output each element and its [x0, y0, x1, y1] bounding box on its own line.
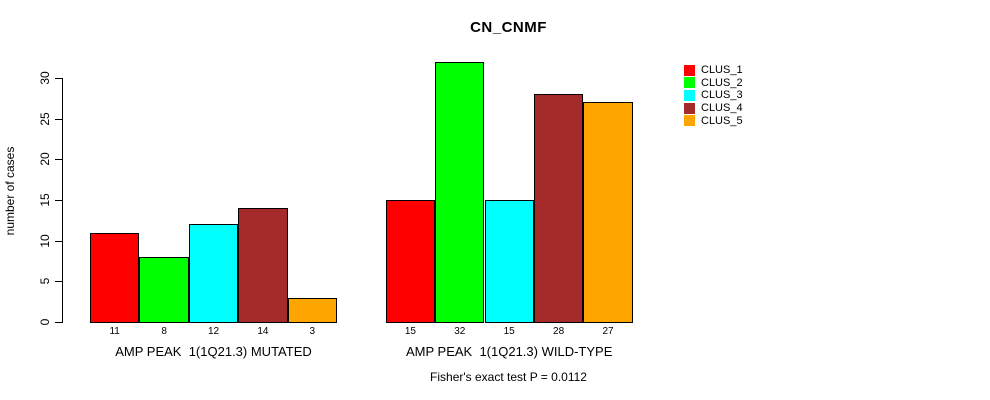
- legend-color-swatch: [684, 64, 695, 76]
- legend-item-label: CLUS_4: [701, 102, 743, 115]
- legend-item-label: CLUS_5: [701, 114, 743, 127]
- bar-clus_4: [238, 208, 288, 323]
- y-axis-tick: [55, 159, 62, 161]
- y-axis-tick-label: 5: [38, 277, 52, 285]
- bar-clus_1: [385, 200, 436, 323]
- x-axis-group-label: AMP PEAK 1(1Q21.3) WILD-TYPE: [405, 344, 613, 359]
- bar-clus_1: [90, 232, 140, 323]
- y-axis-label: number of cases: [3, 146, 17, 236]
- bar-value-label: 8: [161, 326, 167, 337]
- bar-value-label: 11: [109, 326, 120, 337]
- y-axis-tick: [55, 281, 62, 283]
- y-axis-tick: [55, 322, 62, 323]
- bar-value-label: 12: [207, 326, 220, 337]
- bar-value-label: 27: [602, 326, 614, 337]
- x-axis-group-label: AMP PEAK 1(1Q21.3) MUTATED: [115, 344, 312, 359]
- legend-item: CLUS_3: [684, 89, 743, 102]
- legend-color-swatch: [684, 77, 695, 89]
- chart-title: CN_CNMF: [470, 19, 547, 36]
- bar-value-label: 3: [309, 326, 316, 337]
- fisher-test-annotation: Fisher's exact test P = 0.0112: [430, 370, 587, 384]
- bar-value-label: 14: [257, 326, 269, 337]
- y-axis-line: [62, 78, 63, 323]
- bar-clus_5: [583, 102, 633, 323]
- bar-value-label: 28: [553, 326, 565, 337]
- y-axis-tick: [55, 200, 62, 201]
- legend-item: CLUS_2: [684, 77, 743, 90]
- y-axis-tick: [55, 78, 62, 79]
- bar-clus_2: [139, 256, 189, 323]
- legend-item-label: CLUS_3: [701, 89, 743, 102]
- legend-item: CLUS_5: [684, 114, 743, 127]
- bar-clus_2: [435, 61, 485, 323]
- bar-clus_4: [533, 94, 584, 323]
- y-axis-tick-label: 25: [38, 111, 52, 126]
- y-axis-tick: [55, 240, 62, 242]
- legend-item: CLUS_1: [684, 64, 743, 77]
- legend-item-label: CLUS_1: [701, 64, 743, 77]
- bar-value-label: 32: [454, 326, 466, 337]
- y-axis-tick-label: 30: [38, 71, 52, 85]
- bar-value-label: 15: [404, 326, 416, 337]
- legend-item: CLUS_4: [684, 102, 743, 115]
- legend-color-swatch: [684, 102, 695, 114]
- bar-value-label: 15: [503, 326, 515, 337]
- legend-color-swatch: [684, 115, 695, 127]
- legend-color-swatch: [684, 89, 695, 101]
- legend-item-label: CLUS_2: [701, 76, 743, 89]
- y-axis-tick-label: 0: [38, 318, 52, 326]
- y-axis-tick: [55, 118, 62, 120]
- bar-clus_5: [287, 297, 337, 323]
- y-axis-tick-label: 20: [38, 152, 52, 167]
- y-axis-tick-label: 10: [38, 233, 52, 248]
- y-axis-tick-label: 15: [38, 193, 52, 207]
- bar-clus_3: [484, 200, 534, 323]
- legend: CLUS_1 CLUS_2 CLUS_3 CLUS_4 CLUS_5: [684, 64, 743, 127]
- bar-clus_3: [188, 224, 239, 323]
